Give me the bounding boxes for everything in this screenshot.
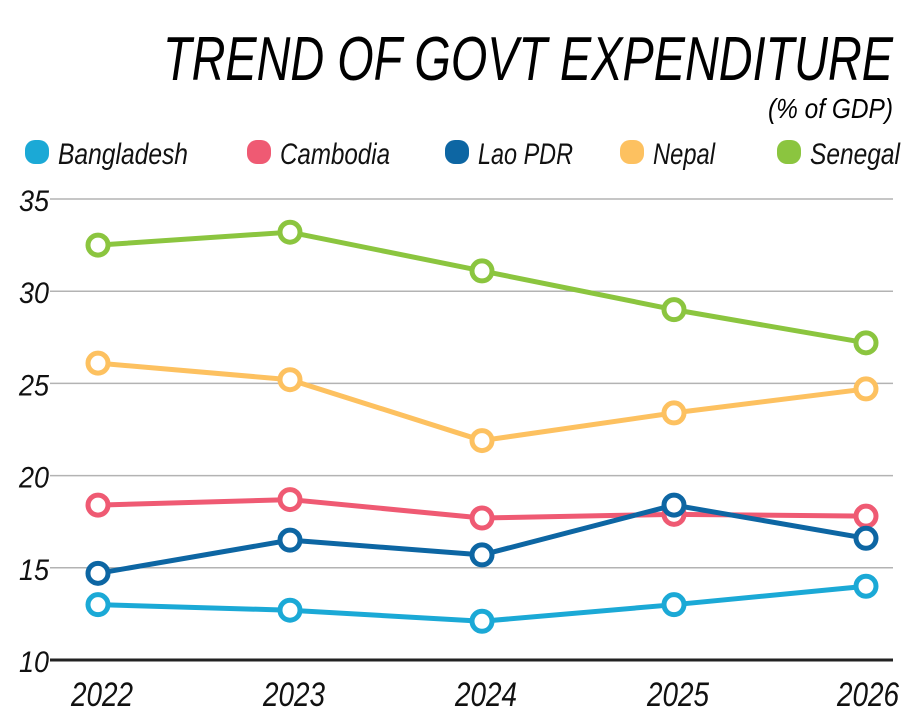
data-point (85, 232, 111, 258)
legend-item: Bangladesh (25, 138, 188, 171)
legend-item: Senegal (777, 138, 901, 171)
series-nepal (85, 350, 879, 454)
y-tick-label: 35 (19, 185, 49, 218)
data-point (85, 560, 111, 586)
data-point (85, 492, 111, 518)
chart-subtitle: (% of GDP) (768, 93, 893, 124)
data-point (277, 597, 303, 623)
data-point (661, 592, 687, 618)
series-group (85, 219, 879, 634)
data-point (853, 525, 879, 551)
legend-label: Senegal (810, 138, 901, 171)
data-point (469, 258, 495, 284)
y-tick-label: 30 (19, 277, 49, 310)
legend-item: Lao PDR (445, 138, 573, 171)
series-lao-pdr (85, 492, 879, 586)
series-senegal (85, 219, 879, 356)
x-tick-label: 2022 (70, 676, 133, 714)
data-point (853, 503, 879, 529)
series-cambodia (85, 487, 879, 531)
data-point (469, 505, 495, 531)
data-point (661, 400, 687, 426)
data-point (469, 428, 495, 454)
data-point (853, 330, 879, 356)
x-tick-label: 2023 (262, 676, 325, 714)
legend-item: Nepal (620, 138, 716, 171)
legend-swatch (445, 140, 469, 164)
legend-swatch (25, 140, 49, 164)
legend-label: Lao PDR (478, 138, 573, 171)
legend: Bangladesh Cambodia Lao PDR Nepal Senegal (25, 138, 901, 171)
legend-swatch (777, 140, 801, 164)
x-tick-label: 2025 (646, 676, 709, 714)
data-point (469, 608, 495, 634)
data-point (661, 492, 687, 518)
legend-label: Cambodia (280, 138, 390, 171)
y-tick-label: 25 (18, 369, 49, 402)
data-point (277, 487, 303, 513)
data-point (661, 297, 687, 323)
data-point (469, 542, 495, 568)
y-axis: 10 15 20 25 30 35 (18, 185, 49, 679)
data-point (85, 592, 111, 618)
x-axis: 2022 2023 2024 2025 2026 (70, 676, 899, 714)
data-point (277, 367, 303, 393)
y-tick-label: 15 (19, 554, 49, 587)
data-point (277, 219, 303, 245)
y-tick-label: 20 (18, 462, 49, 495)
gridlines (50, 198, 893, 662)
legend-swatch (620, 140, 644, 164)
y-tick-label: 10 (19, 646, 49, 679)
x-tick-label: 2026 (836, 676, 899, 714)
legend-item: Cambodia (247, 138, 390, 171)
legend-swatch (247, 140, 271, 164)
legend-label: Nepal (653, 138, 716, 171)
data-point (277, 527, 303, 553)
data-point (853, 376, 879, 402)
data-point (853, 573, 879, 599)
data-point (85, 350, 111, 376)
series-bangladesh (85, 573, 879, 634)
series-line (97, 229, 867, 346)
x-tick-label: 2024 (454, 676, 517, 714)
legend-label: Bangladesh (58, 138, 188, 171)
chart-title: TREND OF GOVT EXPENDITURE (163, 25, 893, 94)
